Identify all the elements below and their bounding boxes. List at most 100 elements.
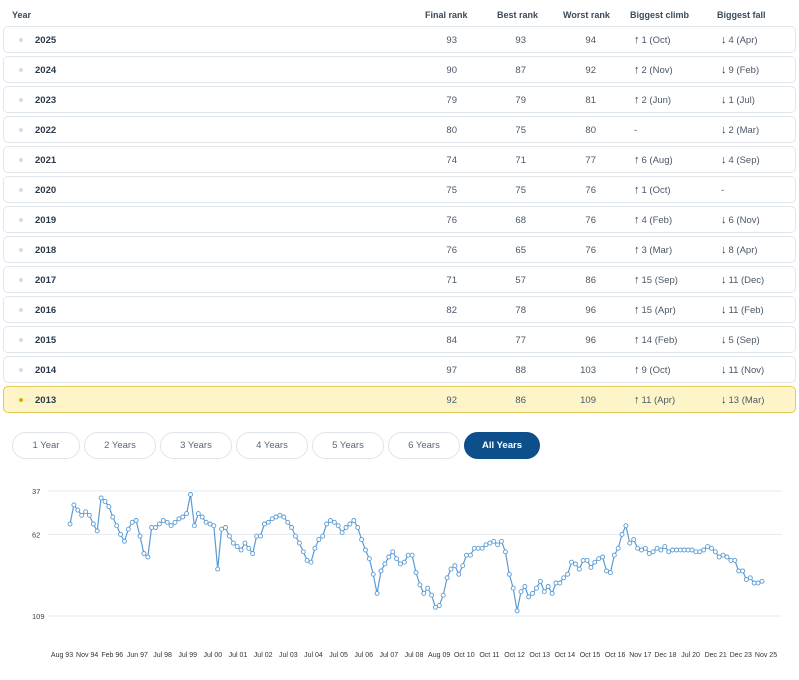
- data-point[interactable]: [611, 552, 617, 558]
- table-row[interactable]: 2020 75 75 76 ↑ 1 (Oct) -: [3, 176, 796, 203]
- data-point[interactable]: [79, 512, 85, 518]
- data-point[interactable]: [121, 538, 127, 544]
- data-point[interactable]: [604, 568, 609, 574]
- data-point[interactable]: [693, 549, 699, 555]
- data-point[interactable]: [141, 551, 147, 556]
- data-point[interactable]: [339, 530, 345, 536]
- data-point[interactable]: [191, 523, 197, 529]
- data-point[interactable]: [452, 563, 458, 569]
- data-point[interactable]: [701, 547, 707, 553]
- data-point[interactable]: [615, 545, 621, 551]
- data-point[interactable]: [145, 554, 151, 560]
- data-point[interactable]: [110, 514, 116, 520]
- data-point[interactable]: [495, 542, 501, 548]
- data-point[interactable]: [312, 545, 318, 551]
- data-point[interactable]: [514, 608, 520, 614]
- data-point[interactable]: [114, 523, 120, 529]
- tab-1-year[interactable]: 1 Year: [12, 432, 80, 459]
- data-point[interactable]: [316, 537, 322, 543]
- data-point[interactable]: [277, 512, 283, 518]
- data-point[interactable]: [378, 568, 384, 574]
- data-point[interactable]: [409, 552, 415, 558]
- data-point[interactable]: [716, 554, 722, 560]
- table-row[interactable]: 2013 92 86 109 ↑ 11 (Apr) ↓ 13 (Mar): [3, 386, 796, 413]
- data-point[interactable]: [530, 590, 536, 596]
- data-point[interactable]: [94, 528, 100, 534]
- data-point[interactable]: [133, 518, 139, 523]
- data-point[interactable]: [740, 568, 746, 574]
- data-point[interactable]: [596, 556, 602, 562]
- data-point[interactable]: [184, 511, 190, 517]
- data-point[interactable]: [689, 547, 695, 553]
- data-point[interactable]: [405, 552, 411, 558]
- data-point[interactable]: [324, 521, 330, 527]
- data-point[interactable]: [600, 554, 606, 560]
- data-point[interactable]: [137, 533, 143, 539]
- data-point[interactable]: [662, 544, 668, 550]
- data-point[interactable]: [246, 545, 252, 551]
- data-point[interactable]: [475, 545, 481, 551]
- tab-5-years[interactable]: 5 Years: [312, 432, 384, 459]
- data-point[interactable]: [343, 525, 349, 530]
- data-point[interactable]: [188, 492, 193, 497]
- data-point[interactable]: [658, 547, 664, 553]
- data-point[interactable]: [374, 590, 380, 596]
- data-point[interactable]: [471, 545, 477, 551]
- data-point[interactable]: [203, 519, 209, 525]
- data-point[interactable]: [681, 547, 687, 553]
- data-point[interactable]: [456, 571, 462, 577]
- data-point[interactable]: [355, 525, 361, 530]
- data-point[interactable]: [164, 519, 170, 525]
- data-point[interactable]: [650, 549, 656, 555]
- data-point[interactable]: [588, 564, 594, 570]
- data-point[interactable]: [751, 580, 757, 586]
- data-point[interactable]: [639, 547, 644, 553]
- data-point[interactable]: [732, 557, 738, 563]
- data-point[interactable]: [705, 544, 711, 550]
- data-point[interactable]: [623, 523, 629, 529]
- data-point[interactable]: [366, 556, 372, 562]
- table-row[interactable]: 2014 97 88 103 ↑ 9 (Oct) ↓ 11 (Nov): [3, 356, 796, 383]
- data-point[interactable]: [569, 559, 574, 565]
- data-point[interactable]: [557, 580, 563, 586]
- data-point[interactable]: [168, 523, 174, 529]
- data-point[interactable]: [242, 540, 248, 546]
- data-point[interactable]: [510, 585, 516, 591]
- table-row[interactable]: 2025 93 93 94 ↑ 1 (Oct) ↓ 4 (Apr): [3, 26, 796, 53]
- data-point[interactable]: [440, 592, 446, 598]
- data-point[interactable]: [293, 533, 298, 539]
- data-point[interactable]: [102, 498, 108, 504]
- data-point[interactable]: [619, 531, 625, 537]
- data-point[interactable]: [149, 525, 155, 530]
- data-point[interactable]: [347, 521, 353, 527]
- data-point[interactable]: [351, 518, 357, 523]
- data-point[interactable]: [627, 540, 633, 546]
- data-point[interactable]: [90, 521, 96, 527]
- data-point[interactable]: [518, 589, 524, 595]
- data-point[interactable]: [491, 538, 497, 544]
- data-point[interactable]: [421, 590, 427, 596]
- data-point[interactable]: [219, 526, 225, 532]
- data-point[interactable]: [382, 561, 388, 567]
- data-point[interactable]: [300, 549, 306, 555]
- data-point[interactable]: [736, 568, 742, 574]
- data-point[interactable]: [464, 552, 469, 558]
- data-point[interactable]: [487, 540, 493, 546]
- data-point[interactable]: [642, 545, 648, 551]
- data-point[interactable]: [674, 547, 679, 553]
- data-point[interactable]: [483, 542, 489, 548]
- data-point[interactable]: [207, 521, 213, 527]
- data-point[interactable]: [223, 525, 228, 530]
- data-point[interactable]: [153, 525, 158, 530]
- data-point[interactable]: [176, 516, 182, 522]
- data-point[interactable]: [386, 554, 392, 560]
- tab-6-years[interactable]: 6 Years: [388, 432, 460, 459]
- data-point[interactable]: [709, 545, 714, 551]
- data-point[interactable]: [720, 552, 726, 558]
- data-point[interactable]: [499, 538, 504, 544]
- data-point[interactable]: [98, 495, 104, 501]
- data-point[interactable]: [160, 518, 166, 523]
- data-point[interactable]: [397, 561, 403, 567]
- tab-3-years[interactable]: 3 Years: [160, 432, 232, 459]
- data-point[interactable]: [172, 519, 178, 525]
